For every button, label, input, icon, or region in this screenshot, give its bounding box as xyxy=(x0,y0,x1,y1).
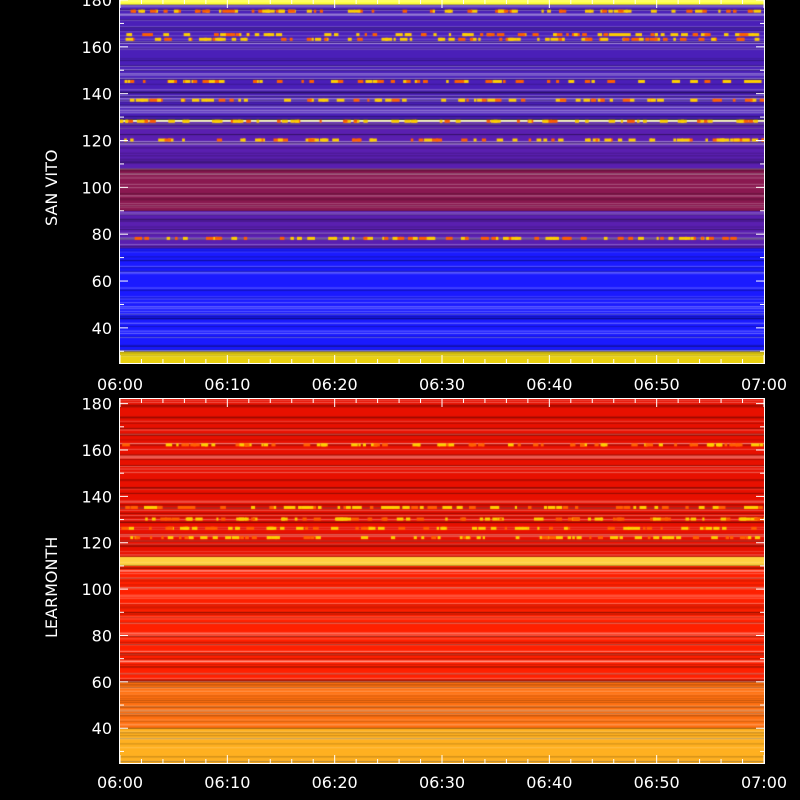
x-tick-label: 06:20 xyxy=(312,773,358,792)
y-tick-label: 180 xyxy=(81,395,112,414)
y-tick-label: 80 xyxy=(92,225,112,244)
y-tick-label: 120 xyxy=(81,132,112,151)
x-tick-label: 07:00 xyxy=(741,375,787,394)
x-tick-label: 06:00 xyxy=(97,375,143,394)
y-tick-label: 60 xyxy=(92,272,112,291)
y-tick-label: 140 xyxy=(81,487,112,506)
y-tick-label: 80 xyxy=(92,626,112,645)
y-tick-label: 160 xyxy=(81,38,112,57)
x-tick-label: 06:40 xyxy=(526,375,572,394)
spectrogram-learmonth xyxy=(119,398,765,764)
y-tick-label: 160 xyxy=(81,441,112,460)
y-tick-label: 100 xyxy=(81,178,112,197)
x-tick-label: 06:30 xyxy=(419,375,465,394)
x-tick-label: 06:50 xyxy=(634,773,680,792)
x-tick-label: 06:20 xyxy=(312,375,358,394)
x-tick-label: 06:10 xyxy=(204,773,250,792)
y-tick-label: 120 xyxy=(81,534,112,553)
x-tick-label: 06:50 xyxy=(634,375,680,394)
y-tick-label: 40 xyxy=(92,319,112,338)
y-tick-label: 100 xyxy=(81,580,112,599)
y-tick-label: 60 xyxy=(92,673,112,692)
y-tick-label: 40 xyxy=(92,719,112,738)
spectrogram-san-vito xyxy=(119,0,765,364)
heatmap-canvas-san-vito xyxy=(120,0,764,363)
x-tick-label: 06:10 xyxy=(204,375,250,394)
x-tick-label: 06:40 xyxy=(526,773,572,792)
x-tick-label: 07:00 xyxy=(741,773,787,792)
y-tick-label: 140 xyxy=(81,85,112,104)
x-tick-label: 06:00 xyxy=(97,773,143,792)
y-tick-label: 180 xyxy=(81,0,112,10)
x-tick-label: 06:30 xyxy=(419,773,465,792)
heatmap-canvas-learmonth xyxy=(120,399,764,763)
